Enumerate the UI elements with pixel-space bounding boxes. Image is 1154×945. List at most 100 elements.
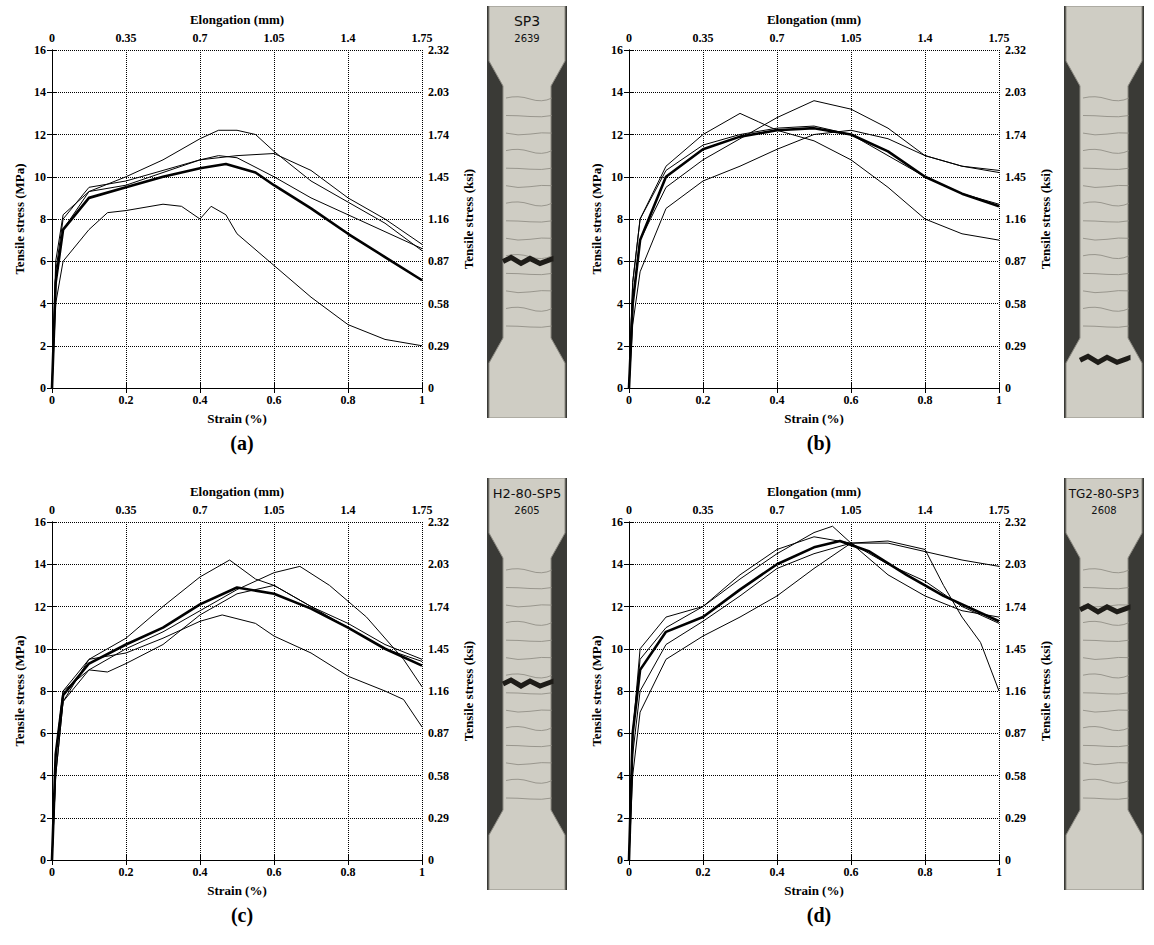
svg-text:10: 10 [611,642,623,656]
svg-text:6: 6 [40,254,46,268]
svg-text:8: 8 [617,212,623,226]
svg-text:0.7: 0.7 [770,503,785,517]
svg-text:2.32: 2.32 [428,515,449,529]
svg-text:0.87: 0.87 [428,726,449,740]
svg-text:0.87: 0.87 [428,254,449,268]
svg-text:0.6: 0.6 [267,865,282,879]
svg-text:(a): (a) [230,432,253,455]
svg-text:Tensile stress (ksi): Tensile stress (ksi) [1038,641,1053,741]
svg-text:0.87: 0.87 [1005,254,1026,268]
svg-text:0: 0 [626,503,632,517]
svg-text:1: 1 [419,393,425,407]
svg-text:Elongation (mm): Elongation (mm) [190,12,284,27]
svg-text:1.74: 1.74 [428,128,449,142]
svg-text:0.29: 0.29 [1005,339,1026,353]
svg-text:0: 0 [428,381,434,395]
svg-text:14: 14 [611,557,623,571]
svg-text:0: 0 [626,393,632,407]
svg-text:H2-80-SP5: H2-80-SP5 [493,486,561,501]
svg-text:0: 0 [617,381,623,395]
svg-text:1.45: 1.45 [1005,642,1026,656]
svg-text:0.6: 0.6 [844,865,859,879]
svg-text:8: 8 [40,212,46,226]
svg-text:14: 14 [611,85,623,99]
svg-text:12: 12 [34,128,46,142]
svg-text:0.58: 0.58 [1005,769,1026,783]
svg-text:2.32: 2.32 [428,43,449,57]
svg-text:0.7: 0.7 [770,31,785,45]
svg-text:0.87: 0.87 [1005,726,1026,740]
svg-text:10: 10 [611,170,623,184]
svg-text:Elongation (mm): Elongation (mm) [190,484,284,499]
svg-text:0: 0 [49,31,55,45]
svg-text:0.35: 0.35 [693,503,714,517]
svg-text:Elongation (mm): Elongation (mm) [767,484,861,499]
svg-text:1.45: 1.45 [428,170,449,184]
svg-text:0.8: 0.8 [918,865,933,879]
svg-text:2: 2 [40,339,46,353]
svg-text:SP3: SP3 [514,13,540,29]
svg-text:1.4: 1.4 [918,31,933,45]
svg-text:6: 6 [617,726,623,740]
svg-text:0.2: 0.2 [696,865,711,879]
svg-text:0: 0 [617,853,623,867]
svg-text:1.4: 1.4 [341,503,356,517]
svg-text:1.45: 1.45 [428,642,449,656]
svg-text:0.6: 0.6 [844,393,859,407]
svg-text:4: 4 [617,769,623,783]
svg-text:1.75: 1.75 [412,503,433,517]
svg-text:1: 1 [419,865,425,879]
svg-text:2.32: 2.32 [1005,515,1026,529]
svg-text:2.03: 2.03 [428,85,449,99]
svg-text:4: 4 [40,769,46,783]
svg-text:0: 0 [49,393,55,407]
svg-text:0.58: 0.58 [1005,297,1026,311]
svg-text:(c): (c) [231,904,253,927]
svg-text:8: 8 [40,684,46,698]
svg-text:0.8: 0.8 [918,393,933,407]
svg-text:TG2-80-SP3: TG2-80-SP3 [1068,487,1140,501]
svg-text:(b): (b) [807,432,831,455]
svg-text:12: 12 [34,600,46,614]
svg-text:2.03: 2.03 [1005,557,1026,571]
svg-text:1.05: 1.05 [264,503,285,517]
svg-text:0: 0 [49,503,55,517]
svg-text:Tensile stress (ksi): Tensile stress (ksi) [461,641,476,741]
svg-text:6: 6 [617,254,623,268]
svg-text:1.16: 1.16 [428,212,449,226]
svg-text:Elongation (mm): Elongation (mm) [767,12,861,27]
svg-text:2639: 2639 [514,33,539,44]
svg-text:0: 0 [626,865,632,879]
svg-text:1.75: 1.75 [989,503,1010,517]
svg-text:0.35: 0.35 [116,31,137,45]
svg-text:0: 0 [626,31,632,45]
svg-text:Tensile stress (ksi): Tensile stress (ksi) [461,169,476,269]
svg-text:1.16: 1.16 [1005,212,1026,226]
svg-text:Strain (%): Strain (%) [784,411,844,426]
svg-text:0: 0 [40,381,46,395]
svg-text:0: 0 [40,853,46,867]
svg-text:2: 2 [617,811,623,825]
svg-text:16: 16 [611,515,623,529]
svg-text:0.8: 0.8 [341,393,356,407]
svg-text:12: 12 [611,128,623,142]
svg-text:16: 16 [611,43,623,57]
svg-text:2605: 2605 [514,505,539,516]
svg-text:10: 10 [34,170,46,184]
svg-text:4: 4 [40,297,46,311]
svg-text:Tensile stress (ksi): Tensile stress (ksi) [1038,169,1053,269]
svg-text:1: 1 [996,393,1002,407]
svg-text:4: 4 [617,297,623,311]
svg-text:0.7: 0.7 [193,503,208,517]
svg-text:1.05: 1.05 [841,31,862,45]
svg-text:14: 14 [34,557,46,571]
svg-text:1.74: 1.74 [1005,128,1026,142]
svg-text:0.2: 0.2 [696,393,711,407]
svg-text:1.4: 1.4 [341,31,356,45]
svg-text:0.29: 0.29 [428,811,449,825]
svg-text:2: 2 [617,339,623,353]
svg-text:2608: 2608 [1091,505,1116,516]
svg-text:0.35: 0.35 [116,503,137,517]
svg-text:16: 16 [34,43,46,57]
svg-text:1.16: 1.16 [428,684,449,698]
